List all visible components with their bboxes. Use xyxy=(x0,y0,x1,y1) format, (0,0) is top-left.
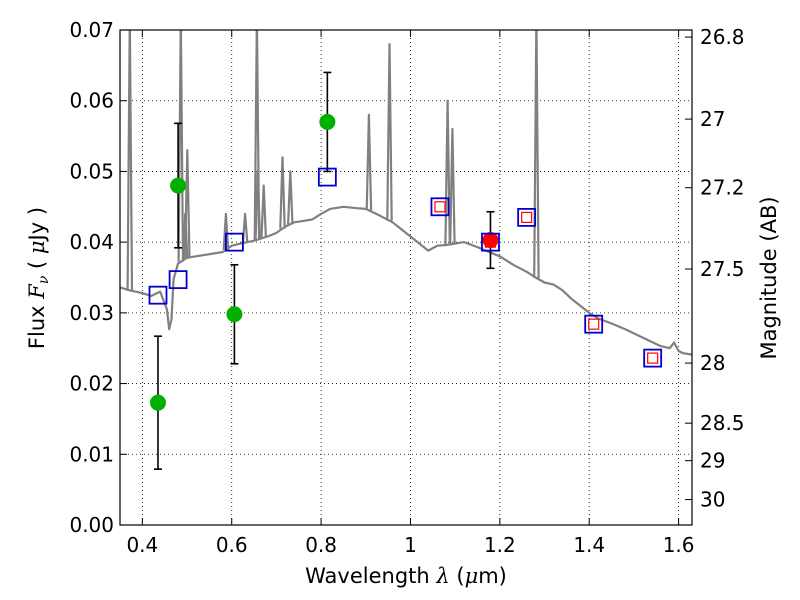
y2-tick-label: 26.8 xyxy=(700,25,745,49)
x-axis-label: Wavelength λ (μm) xyxy=(305,564,507,588)
x-tick-label: 1.6 xyxy=(663,533,695,557)
x-tick-label: 0.8 xyxy=(305,533,337,557)
x-tick-label: 1 xyxy=(404,533,417,557)
observed-point xyxy=(170,177,187,194)
observed-point xyxy=(226,306,243,323)
y2-tick-label: 28 xyxy=(700,351,725,375)
photometry-markers xyxy=(148,113,663,411)
observed-point xyxy=(319,113,336,130)
sed-emission-line xyxy=(253,30,261,240)
y-axis-label: Flux Fν ( μJy ) xyxy=(25,207,52,349)
axis-ticks: 0.4 0.6 0.8 1 1.2 1.4 1.6 0.00 0.01 0.02 0.03 0.04 0… xyxy=(69,18,744,557)
sed-emission-line xyxy=(254,170,262,240)
y2-tick-label: 30 xyxy=(700,488,725,512)
model-point-inner xyxy=(647,352,659,364)
x-tick-label: 1.4 xyxy=(573,533,605,557)
grid xyxy=(120,30,692,525)
sed-emission-line xyxy=(287,170,294,225)
y2-tick-label: 27 xyxy=(700,107,725,131)
model-point-inner xyxy=(434,201,446,213)
sed-model-spectrum xyxy=(120,30,692,356)
y-tick-label: 0.04 xyxy=(69,230,114,254)
sed-emission-line xyxy=(279,156,286,229)
sed-emission-line xyxy=(184,149,191,258)
model-point xyxy=(148,285,168,305)
y-tick-label: 0.03 xyxy=(69,301,114,325)
model-point xyxy=(224,232,244,252)
observed-point xyxy=(149,394,166,411)
y2-axis-label: Magnitude (AB) xyxy=(757,196,781,359)
model-point xyxy=(168,270,188,290)
sed-emission-line xyxy=(260,184,267,238)
y-tick-label: 0.01 xyxy=(69,442,114,466)
y-tick-label: 0.06 xyxy=(69,89,114,113)
y2-tick-label: 29 xyxy=(700,449,725,473)
sed-emission-line xyxy=(222,212,230,250)
y2-tick-label: 28.5 xyxy=(700,411,745,435)
sed-emission-line xyxy=(444,99,451,245)
model-point xyxy=(643,348,663,368)
model-point xyxy=(584,314,604,334)
y-tick-label: 0.02 xyxy=(69,372,114,396)
model-point xyxy=(317,167,337,187)
plot-frame xyxy=(119,29,693,526)
y2-tick-label: 27.2 xyxy=(700,176,745,200)
sed-emission-line xyxy=(449,127,456,245)
sed-emission-line xyxy=(533,30,540,278)
x-tick-label: 1.2 xyxy=(484,533,516,557)
x-tick-label: 0.4 xyxy=(126,533,158,557)
model-point-inner xyxy=(484,236,497,248)
y-tick-label: 0.05 xyxy=(69,159,114,183)
model-point-inner xyxy=(588,318,600,330)
sed-emission-line xyxy=(126,30,134,291)
model-point xyxy=(430,197,450,217)
model-point-inner xyxy=(521,211,533,223)
y-tick-label: 0.07 xyxy=(69,18,114,42)
model-point xyxy=(517,207,537,227)
observed-point xyxy=(482,232,499,249)
y2-tick-label: 27.5 xyxy=(700,257,745,281)
y-tick-label: 0.00 xyxy=(69,513,114,537)
model-point xyxy=(481,232,500,252)
sed-emission-line xyxy=(386,43,393,221)
x-tick-label: 0.6 xyxy=(216,533,248,557)
sed-emission-line xyxy=(365,113,373,211)
